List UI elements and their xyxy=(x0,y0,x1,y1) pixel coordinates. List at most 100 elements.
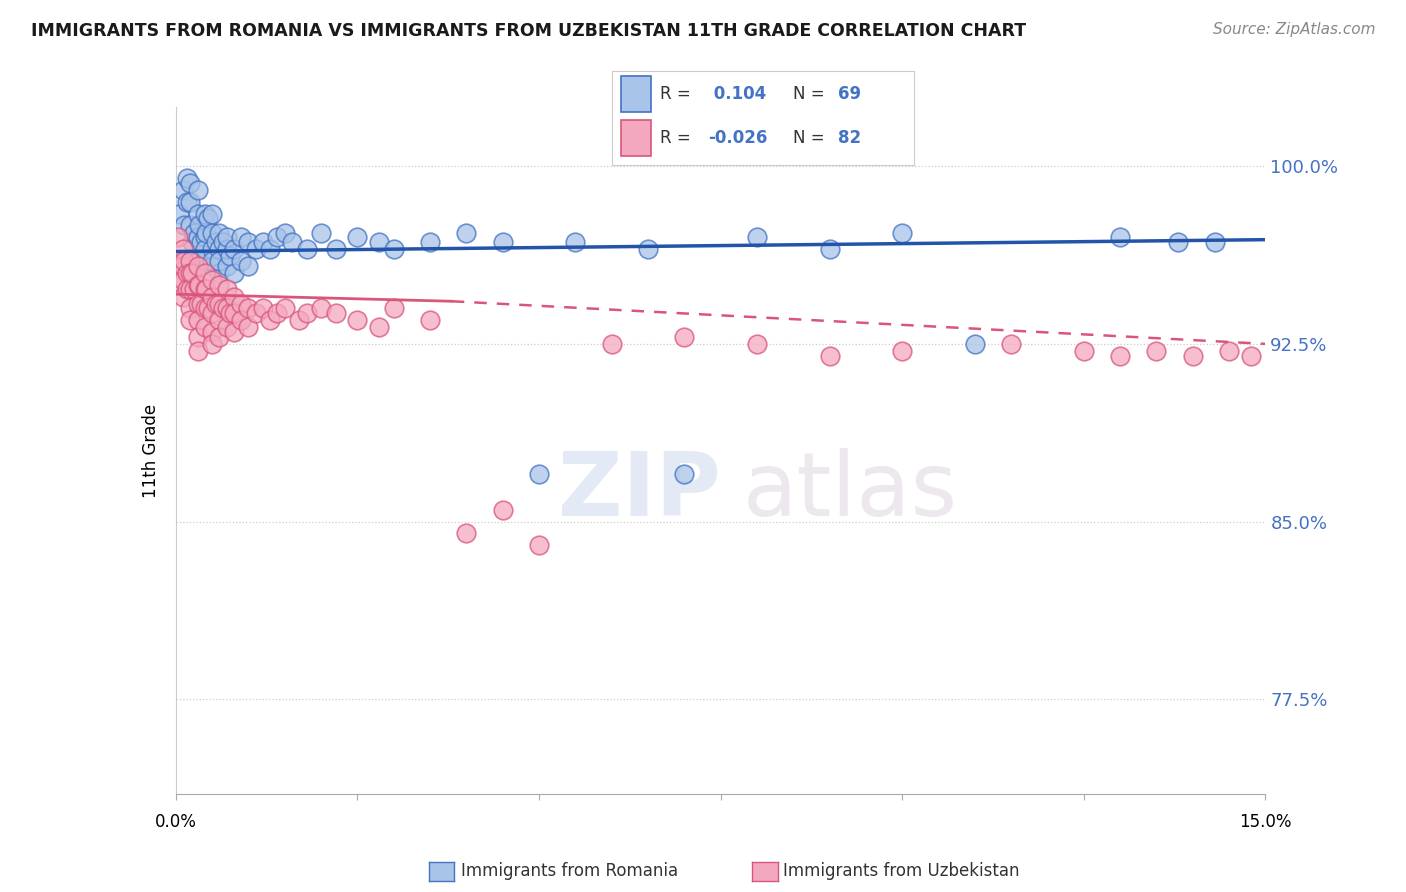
Point xyxy=(274,301,297,316)
Point xyxy=(172,242,194,256)
Point xyxy=(238,235,260,249)
Point xyxy=(456,526,478,541)
Text: Immigrants from Uzbekistan: Immigrants from Uzbekistan xyxy=(783,863,1019,880)
Point xyxy=(172,259,194,273)
Point xyxy=(274,226,297,240)
Point xyxy=(172,183,194,197)
Point xyxy=(281,235,304,249)
Bar xyxy=(620,120,651,156)
Point xyxy=(891,343,914,358)
Point xyxy=(208,266,231,280)
Text: 0.104: 0.104 xyxy=(709,85,766,103)
Point xyxy=(180,266,202,280)
Point xyxy=(295,242,318,256)
Point xyxy=(194,266,217,280)
Point xyxy=(456,226,478,240)
Point xyxy=(180,235,202,249)
Point xyxy=(309,226,332,240)
Point xyxy=(194,301,217,316)
Point xyxy=(176,282,198,296)
Point xyxy=(169,277,191,292)
Point xyxy=(188,277,211,292)
Text: atlas: atlas xyxy=(742,448,957,535)
Point xyxy=(208,330,231,344)
Point xyxy=(204,235,226,249)
Point xyxy=(194,282,217,296)
Text: ZIP: ZIP xyxy=(558,448,721,535)
Text: 15.0%: 15.0% xyxy=(1239,813,1292,830)
Point xyxy=(186,343,209,358)
Point xyxy=(208,254,231,268)
Point xyxy=(219,249,242,263)
Point xyxy=(186,330,209,344)
Point xyxy=(172,273,194,287)
Point xyxy=(238,301,260,316)
Text: Immigrants from Romania: Immigrants from Romania xyxy=(461,863,678,880)
Point xyxy=(179,266,201,280)
Point xyxy=(201,325,224,339)
Point xyxy=(186,230,209,244)
Point xyxy=(222,325,245,339)
Point xyxy=(222,306,245,320)
Point xyxy=(492,502,515,516)
Point xyxy=(238,320,260,334)
Point xyxy=(179,194,201,209)
Point xyxy=(194,230,217,244)
Point xyxy=(186,206,209,220)
Point xyxy=(188,219,211,233)
Point xyxy=(169,254,191,268)
Point xyxy=(564,235,586,249)
Point xyxy=(1109,230,1132,244)
Point xyxy=(295,306,318,320)
Point xyxy=(1181,349,1204,363)
Point xyxy=(190,296,212,310)
Point xyxy=(266,230,288,244)
Point xyxy=(245,242,267,256)
Point xyxy=(179,282,201,296)
Point xyxy=(1167,235,1189,249)
Text: 82: 82 xyxy=(838,128,862,147)
Point xyxy=(288,313,311,327)
Point xyxy=(204,296,226,310)
Text: 69: 69 xyxy=(838,85,862,103)
Point xyxy=(190,235,212,249)
Point xyxy=(673,330,696,344)
Point xyxy=(179,219,201,233)
Point xyxy=(208,277,231,292)
Point xyxy=(222,266,245,280)
Point xyxy=(215,230,238,244)
Point xyxy=(173,219,195,233)
Text: IMMIGRANTS FROM ROMANIA VS IMMIGRANTS FROM UZBEKISTAN 11TH GRADE CORRELATION CHA: IMMIGRANTS FROM ROMANIA VS IMMIGRANTS FR… xyxy=(31,22,1026,40)
Point xyxy=(208,226,231,240)
Point xyxy=(673,467,696,482)
Text: R =: R = xyxy=(659,128,690,147)
Point xyxy=(179,176,201,190)
Point xyxy=(222,242,245,256)
Point xyxy=(259,313,281,327)
Point xyxy=(963,337,986,351)
Point xyxy=(238,259,260,273)
Point xyxy=(1000,337,1022,351)
Point xyxy=(186,254,209,268)
Point xyxy=(194,320,217,334)
Point xyxy=(309,301,332,316)
Point xyxy=(201,259,224,273)
Text: N =: N = xyxy=(793,128,824,147)
Point xyxy=(179,301,201,316)
Point xyxy=(179,254,201,268)
Point xyxy=(1109,349,1132,363)
Point xyxy=(167,230,190,244)
Text: N =: N = xyxy=(793,85,824,103)
Point xyxy=(527,467,550,482)
Text: R =: R = xyxy=(659,85,690,103)
Point xyxy=(382,242,405,256)
Point xyxy=(231,254,253,268)
Point xyxy=(186,259,209,273)
Point xyxy=(527,538,550,552)
Point xyxy=(382,301,405,316)
Point xyxy=(222,289,245,303)
Point xyxy=(1146,343,1168,358)
Point xyxy=(325,242,347,256)
Point xyxy=(201,289,224,303)
Point xyxy=(818,349,841,363)
